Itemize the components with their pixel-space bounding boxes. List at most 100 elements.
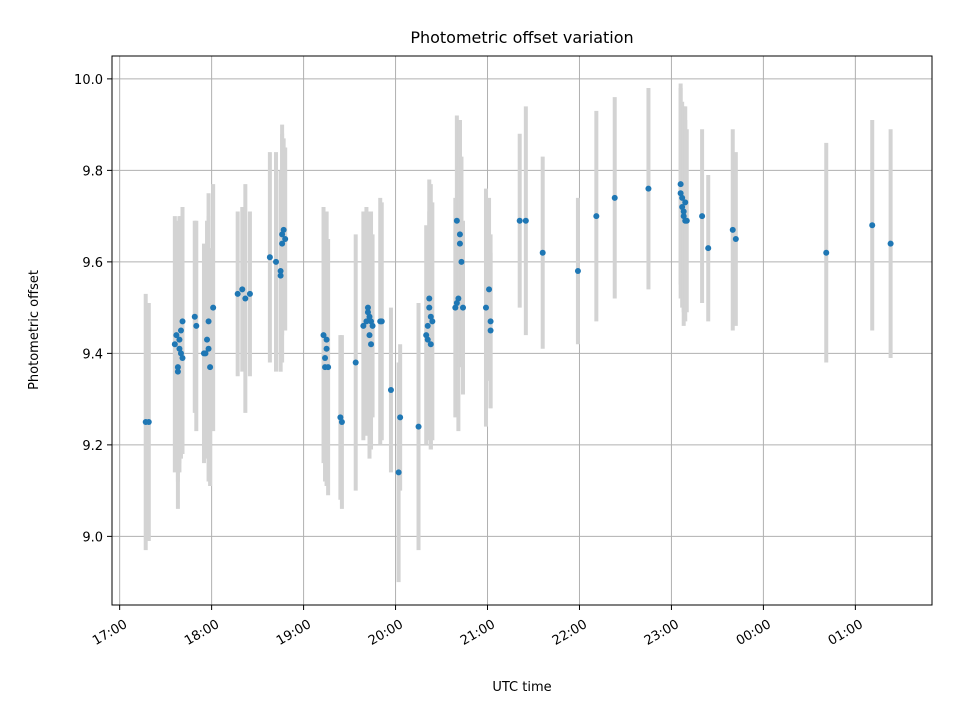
data-point [423, 332, 430, 339]
data-point [397, 414, 404, 421]
data-point [593, 213, 600, 220]
data-point [887, 240, 894, 247]
data-point [486, 286, 493, 293]
data-point [242, 295, 249, 302]
data-point [429, 318, 436, 325]
data-point [729, 226, 736, 233]
y-axis-ticks: 9.0 9.2 9.4 9.6 9.8 10.0 [74, 73, 112, 545]
data-point [574, 268, 581, 275]
data-points [142, 181, 894, 476]
y-tick-label: 9.6 [82, 256, 103, 271]
x-axis-label: UTC time [492, 680, 551, 695]
chart-title: Photometric offset variation [410, 28, 633, 47]
y-tick-label: 10.0 [74, 73, 103, 88]
data-point [282, 236, 289, 242]
data-point [456, 240, 463, 247]
data-point [279, 231, 286, 238]
data-point [487, 318, 494, 325]
data-point [378, 318, 385, 325]
data-point [322, 354, 329, 361]
data-point [191, 313, 198, 320]
data-point [869, 222, 876, 229]
data-point [452, 304, 459, 311]
data-point [823, 249, 830, 256]
data-point [277, 272, 284, 279]
data-point [234, 290, 241, 297]
data-point [366, 332, 373, 339]
data-point [338, 419, 345, 425]
data-point [176, 336, 183, 343]
data-point [682, 199, 689, 206]
grid [112, 56, 932, 605]
data-point [363, 318, 370, 325]
data-point [679, 203, 686, 210]
data-point [352, 359, 359, 366]
data-point [679, 194, 686, 201]
data-point [683, 217, 690, 224]
data-point [364, 309, 371, 316]
y-tick-label: 9.8 [82, 164, 103, 179]
data-point [177, 327, 184, 334]
data-point [176, 345, 183, 352]
data-point [204, 336, 211, 343]
data-point [179, 354, 186, 361]
data-point [273, 258, 279, 265]
data-point [360, 322, 367, 329]
data-point [453, 300, 460, 307]
data-point [387, 386, 394, 393]
data-point [205, 345, 212, 352]
y-tick-label: 9.2 [82, 439, 103, 454]
data-point [368, 341, 375, 348]
data-point [239, 286, 246, 293]
data-point [368, 318, 375, 325]
data-point [266, 254, 273, 261]
data-point [516, 217, 523, 224]
data-point [174, 364, 181, 371]
data-point [458, 258, 465, 265]
data-point [325, 364, 332, 371]
data-point [205, 318, 212, 325]
y-tick-label: 9.4 [82, 347, 103, 362]
data-point [680, 208, 687, 215]
data-point [179, 318, 186, 325]
data-point [611, 194, 618, 201]
data-point [522, 217, 529, 224]
data-point [427, 341, 434, 348]
data-point [677, 190, 684, 197]
data-point [210, 304, 217, 311]
data-point [323, 336, 330, 343]
data-point [453, 217, 460, 224]
data-point [426, 304, 433, 311]
data-point [395, 469, 402, 476]
data-point [277, 268, 284, 275]
data-point [705, 245, 712, 252]
data-point [426, 295, 433, 302]
data-point [487, 327, 494, 334]
data-point [364, 304, 371, 311]
data-point [680, 213, 687, 220]
data-point [455, 295, 462, 302]
data-point [280, 226, 287, 233]
data-point [177, 350, 184, 357]
data-point [174, 368, 181, 375]
data-point [456, 231, 463, 238]
data-point [415, 423, 422, 430]
data-point [246, 290, 253, 297]
data-point [459, 304, 466, 311]
data-point [193, 322, 200, 329]
data-point [677, 181, 684, 188]
data-point [145, 419, 152, 425]
data-point [424, 322, 431, 329]
data-point [369, 322, 376, 329]
y-axis-label: Photometric offset [27, 270, 42, 390]
data-point [171, 341, 178, 348]
data-point [320, 332, 327, 339]
plot-frame [111, 55, 933, 606]
data-point [482, 304, 489, 311]
data-point [699, 213, 706, 220]
data-point [645, 185, 652, 192]
data-point [337, 414, 344, 421]
data-point [424, 336, 431, 343]
data-point [427, 313, 434, 320]
